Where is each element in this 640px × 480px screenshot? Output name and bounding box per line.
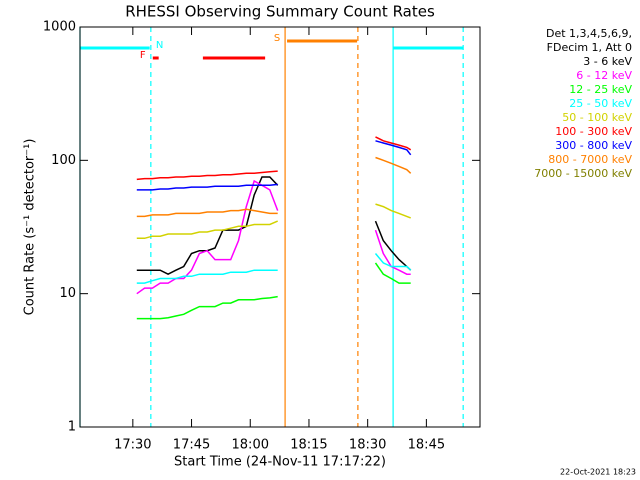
series-line: [136, 203, 411, 240]
flag-label: S: [274, 33, 280, 44]
legend-entry: 50 - 100 keV: [562, 111, 632, 124]
legend-entry: 25 - 50 keV: [569, 97, 632, 110]
x-tick-label: 18:15: [290, 438, 327, 453]
series-line: [136, 140, 412, 191]
series-line: [136, 253, 412, 284]
x-tick-label: 17:30: [114, 438, 151, 453]
y-tick-label: 10: [59, 286, 76, 301]
legend-entry: 12 - 25 keV: [569, 83, 632, 96]
legend-entry: 7000 - 15000 keV: [534, 167, 632, 180]
x-tick-label: 18:00: [232, 438, 269, 453]
x-tick-label: 17:45: [173, 438, 210, 453]
legend-header: Det 1,3,4,5,6,9,: [546, 27, 632, 40]
y-tick-label: 1000: [43, 20, 76, 35]
x-tick-label: 18:45: [408, 438, 445, 453]
x-tick-label: 18:30: [349, 438, 386, 453]
y-tick-label: 1: [68, 420, 76, 435]
series-line: [136, 156, 412, 218]
series-line: [136, 262, 411, 320]
y-axis-label: Count Rate (s⁻¹ detector⁻¹): [23, 139, 38, 316]
legend-entry: 100 - 300 keV: [555, 125, 632, 138]
plot-frame: [79, 26, 481, 428]
x-axis-label: Start Time (24-Nov-11 17:17:22): [174, 455, 386, 470]
chart-title: RHESSI Observing Summary Count Rates: [125, 3, 435, 21]
flag-label: F: [140, 50, 146, 61]
series-line: [136, 179, 411, 295]
legend-entry: 800 - 7000 keV: [548, 153, 632, 166]
legend-entry: 3 - 6 keV: [583, 55, 632, 68]
flag-label: N: [156, 40, 163, 51]
y-tick-label: 100: [51, 153, 76, 168]
series-line: [136, 136, 412, 181]
legend-entry: 6 - 12 keV: [576, 69, 632, 82]
legend-entry: 300 - 800 keV: [555, 139, 632, 152]
timestamp: 22-Oct-2021 18:23: [560, 468, 636, 477]
series-line: [136, 176, 412, 276]
legend-header: FDecim 1, Att 0: [547, 41, 632, 54]
